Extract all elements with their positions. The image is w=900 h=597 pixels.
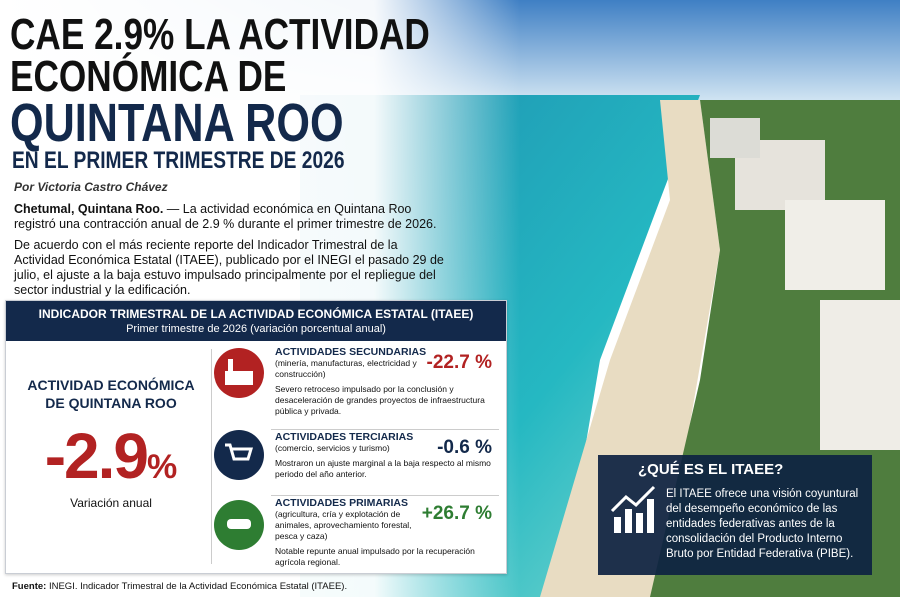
main-label: ACTIVIDAD ECONÓMICA DE QUINTANA ROO [27, 377, 195, 411]
title-highlight: QUINTANA ROO [10, 93, 344, 153]
sector-description: Mostraron un ajuste marginal a la baja r… [275, 458, 491, 479]
sector-value: -22.7 % [426, 352, 492, 373]
divider [211, 349, 212, 564]
sector-value: -0.6 % [437, 437, 492, 458]
panel-header: INDICADOR TRIMESTRAL DE LA ACTIVIDAD ECO… [6, 301, 506, 341]
sector-icons [214, 348, 264, 550]
commerce-icon [214, 430, 264, 480]
source: INEGI. Indicador Trimestral de la Activi… [48, 581, 348, 592]
title-line: ECONÓMICA DE [10, 52, 287, 101]
sector-name: ACTIVIDADES PRIMARIAS [275, 497, 409, 509]
dateline: Chetumal, Quintana Roo. [14, 202, 164, 216]
icon-shape [228, 359, 233, 371]
subtitle: EN EL PRIMER TRIMESTRE DE 2026 [12, 147, 345, 174]
sector-description: Severo retroceso impulsado por la conclu… [275, 384, 485, 416]
byline: Por Victoria Castro Chávez [14, 180, 168, 194]
divider [271, 495, 499, 496]
chart-icon [610, 485, 656, 533]
divider [271, 429, 499, 430]
main-caption: Variación anual [70, 496, 152, 510]
paragraph: De acuerdo con el más reciente reporte d… [14, 238, 444, 297]
main-unit: % [147, 448, 178, 486]
sector-value: +26.7 % [421, 503, 492, 524]
paragraph: Chetumal, Quintana Roo. — La actividad e… [14, 202, 444, 232]
article-body: Chetumal, Quintana Roo. — La actividad e… [14, 202, 444, 298]
footer: Fuente: INEGI. Indicador Trimestral de l… [12, 581, 347, 592]
icon-shape [227, 519, 251, 529]
sector-detail: (comercio, servicios y turismo) [275, 443, 390, 453]
sector-description: Notable repunte anual impulsado por la r… [275, 546, 475, 567]
paragraph-text: — La actividad económica en Quintana Roo… [14, 202, 437, 231]
info-box: ¿QUÉ ES EL ITAEE? El ITAEE ofrece una vi… [598, 455, 872, 575]
panel-subtitle: Primer trimestre de 2026 (variación porc… [126, 323, 386, 335]
indicator-panel: INDICADOR TRIMESTRAL DE LA ACTIVIDAD ECO… [5, 300, 507, 574]
panel-title: INDICADOR TRIMESTRAL DE LA ACTIVIDAD ECO… [38, 307, 474, 321]
main-number: -2.9 [44, 420, 149, 492]
sector-row: ACTIVIDADES PRIMARIAS (agricultura, cría … [275, 497, 500, 568]
sector-name: ACTIVIDADES SECUNDARIAS [275, 346, 427, 358]
sector-row: ACTIVIDADES SECUNDARIAS (minería, manufac… [275, 346, 500, 417]
source-label: Fuente: [12, 581, 47, 592]
info-title: ¿QUÉ ES EL ITAEE? [638, 461, 784, 478]
icon-shape [225, 371, 253, 385]
icon-shape [225, 443, 254, 461]
info-text: El ITAEE ofrece una visión coyuntural de… [666, 488, 859, 560]
sector-name: ACTIVIDADES TERCIARIAS [275, 431, 414, 443]
sector-detail: (minería, manufacturas, electricidad y c… [275, 358, 417, 379]
title-line: CAE 2.9% LA ACTIVIDAD [10, 10, 430, 59]
sector-detail: (agricultura, cría y explotación de anim… [275, 509, 412, 541]
sector-row: ACTIVIDADES TERCIARIAS (comercio, servici… [275, 431, 500, 480]
main-value: -2.9% [16, 419, 206, 493]
